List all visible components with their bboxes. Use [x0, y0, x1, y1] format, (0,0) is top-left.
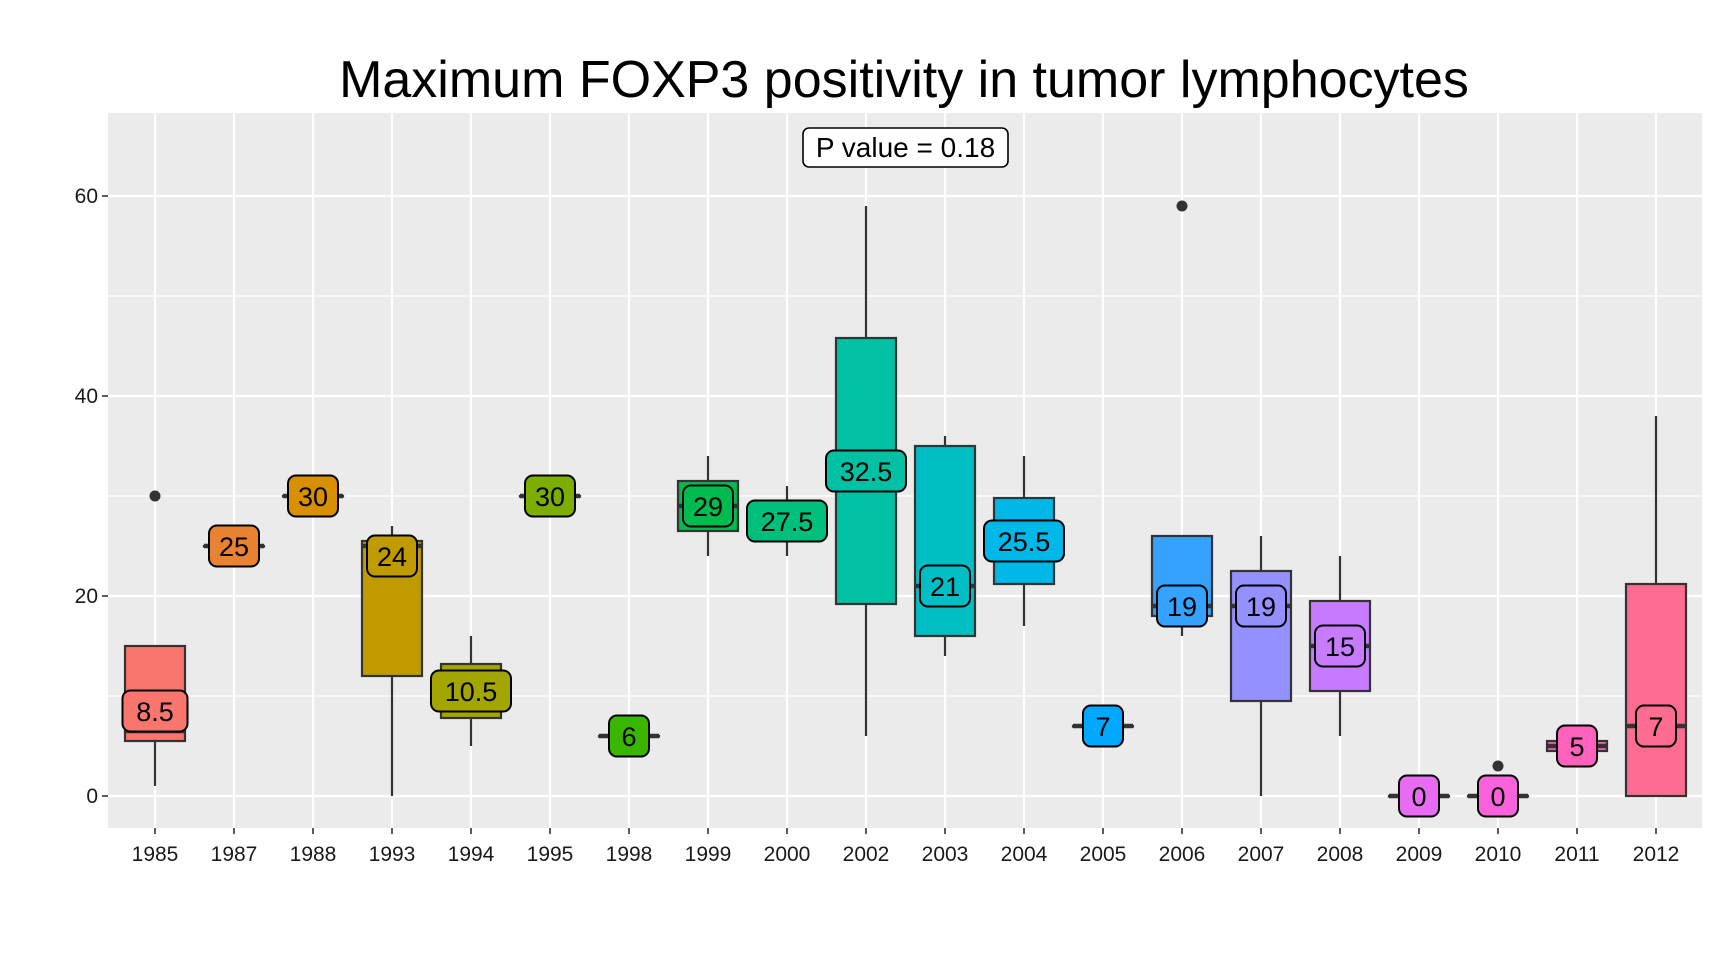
box-2009: 0: [1387, 774, 1451, 818]
median-label: 7: [1648, 712, 1663, 742]
x-tick-label: 1985: [132, 843, 179, 866]
box-2004: 25.5: [983, 456, 1065, 626]
box-1993: 24: [360, 526, 424, 796]
median-label: 0: [1490, 782, 1505, 812]
x-tick-label: 2007: [1238, 843, 1285, 866]
outlier-point: [1492, 760, 1504, 772]
y-tick-label: 20: [75, 585, 98, 608]
box-2003: 21: [913, 436, 977, 656]
y-tick-label: 40: [75, 385, 98, 408]
median-label: 25.5: [998, 527, 1051, 557]
box-2005: 7: [1071, 704, 1135, 748]
x-tick-label: 2012: [1633, 843, 1680, 866]
median-label: 32.5: [840, 457, 893, 487]
median-label-box: [746, 499, 828, 543]
box-2011: 5: [1545, 724, 1609, 768]
median-label-box: [608, 714, 650, 758]
box-2006: 19: [1150, 200, 1214, 636]
median-label: 6: [621, 722, 636, 752]
median-label-box: [1314, 624, 1366, 668]
x-axis: 1985 1987 1988 1993 1994 1995 1998 1999 2000 2002…: [132, 828, 1680, 866]
box-2010: 0: [1466, 760, 1530, 818]
box-2012: 7: [1624, 416, 1688, 798]
x-tick-label: 2000: [764, 843, 811, 866]
box-series: 8.5 25 30 24 10.5 30 6 29 27.5 32.5 21 25.5 7 19 19 15 0…: [121, 200, 1688, 818]
p-value-box: [802, 127, 1009, 168]
median-label: 7: [1095, 712, 1110, 742]
p-value-annotation: P value = 0.18: [802, 127, 1009, 168]
outlier-point: [1176, 200, 1188, 212]
y-tick-label: 60: [75, 185, 98, 208]
x-tick-label: 2008: [1317, 843, 1364, 866]
median-label-box: [682, 484, 734, 528]
median-label: 30: [535, 482, 565, 512]
median-label: 21: [930, 572, 960, 602]
median-label-box: [1156, 584, 1208, 628]
x-tick-label: 1994: [448, 843, 495, 866]
median-label-box: [1556, 724, 1598, 768]
x-tick-label: 1998: [606, 843, 653, 866]
median-label: 0: [1411, 782, 1426, 812]
x-tick-label: 1987: [211, 843, 258, 866]
median-label: 24: [377, 542, 407, 572]
box-1985: 8.5: [121, 490, 189, 786]
median-label: 8.5: [136, 697, 174, 727]
y-axis: 0 20 40 60: [75, 185, 108, 808]
y-tick-label: 0: [86, 785, 98, 808]
x-tick-label: 2009: [1396, 843, 1443, 866]
box-1987: 25: [202, 524, 266, 568]
median-label-box: [825, 449, 907, 493]
x-tick-label: 2003: [922, 843, 969, 866]
median-label: 15: [1325, 632, 1355, 662]
x-tick-label: 1995: [527, 843, 574, 866]
median-label-box: [208, 524, 260, 568]
median-label-box: [983, 519, 1065, 563]
box-1999: 29: [676, 456, 740, 556]
median-label-box: [121, 689, 189, 733]
x-tick-label: 1999: [685, 843, 732, 866]
x-tick-label: 1988: [290, 843, 337, 866]
median-label: 10.5: [445, 677, 498, 707]
box-2007: 19: [1229, 536, 1293, 796]
outlier-point: [149, 490, 161, 502]
p-value-text: P value = 0.18: [816, 132, 995, 163]
median-label-box: [1635, 704, 1677, 748]
median-label: 19: [1246, 592, 1276, 622]
box-body: [1624, 582, 1688, 798]
x-tick-label: 2004: [1001, 843, 1048, 866]
median-label-box: [1477, 774, 1519, 818]
median-label-box: [1398, 774, 1440, 818]
median-label: 27.5: [761, 507, 814, 537]
box-1994: 10.5: [430, 636, 512, 746]
x-tick-label: 2002: [843, 843, 890, 866]
median-label: 19: [1167, 592, 1197, 622]
median-label-box: [287, 474, 339, 518]
box-2000: 27.5: [746, 486, 828, 556]
box-2008: 15: [1308, 556, 1372, 736]
chart-title: Maximum FOXP3 positivity in tumor lympho…: [339, 51, 1469, 109]
x-tick-label: 2011: [1554, 843, 1599, 866]
median-label-box: [366, 534, 418, 578]
median-label-box: [919, 564, 971, 608]
x-tick-label: 2010: [1475, 843, 1522, 866]
box-1988: 30: [281, 474, 345, 518]
box-1995: 30: [518, 474, 582, 518]
median-label-box: [1235, 584, 1287, 628]
box-1998: 6: [597, 714, 661, 758]
median-label: 30: [298, 482, 328, 512]
median-label-box: [430, 669, 512, 713]
median-label-box: [524, 474, 576, 518]
median-label: 29: [693, 492, 723, 522]
x-tick-label: 2005: [1080, 843, 1127, 866]
x-tick-label: 1993: [369, 843, 416, 866]
box-2002: 32.5: [825, 206, 907, 736]
median-label-box: [1082, 704, 1124, 748]
x-tick-label: 2006: [1159, 843, 1206, 866]
median-label: 5: [1569, 732, 1584, 762]
median-label: 25: [219, 532, 249, 562]
